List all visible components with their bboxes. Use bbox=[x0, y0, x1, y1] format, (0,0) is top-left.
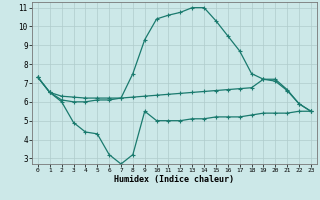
X-axis label: Humidex (Indice chaleur): Humidex (Indice chaleur) bbox=[115, 175, 234, 184]
